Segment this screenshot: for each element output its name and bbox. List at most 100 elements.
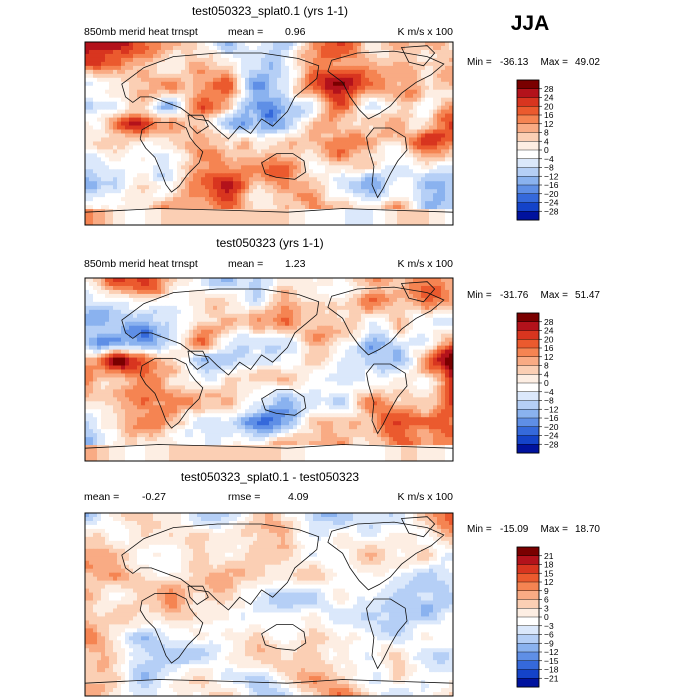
field-cell [341, 173, 346, 178]
field-cell [433, 201, 438, 206]
field-cell [337, 157, 342, 162]
coastline [139, 122, 204, 193]
field-cell [185, 289, 190, 295]
field-cell [185, 209, 190, 214]
field-cell [345, 145, 350, 150]
field-cell [157, 129, 162, 134]
field-cell [309, 49, 314, 55]
field-cell [385, 109, 390, 115]
field-cell [253, 301, 258, 307]
field-cell [117, 133, 122, 138]
field-cell [317, 153, 322, 158]
field-cell [177, 209, 182, 214]
field-cell [333, 101, 338, 107]
field-cell [161, 105, 166, 111]
field-cell [333, 201, 338, 206]
field-cell [85, 305, 90, 311]
field-cell [293, 145, 298, 150]
field-cell [325, 205, 330, 210]
colorbar-tick-label: 4 [544, 136, 549, 146]
field-cell [321, 285, 326, 291]
field-cell [105, 165, 110, 170]
field-cell [405, 49, 410, 55]
field-cell [149, 81, 154, 87]
field-cell [405, 77, 410, 83]
field-cell [197, 61, 202, 67]
field-cell [141, 121, 146, 126]
field-cell [377, 69, 382, 75]
field-cell [353, 53, 358, 59]
field-cell [133, 69, 138, 75]
field-cell [289, 173, 294, 178]
field-cell [413, 293, 418, 299]
field-cell [173, 149, 178, 154]
field-cell [265, 105, 270, 111]
field-cell [309, 281, 314, 287]
field-cell [425, 97, 430, 103]
field-cell [401, 213, 406, 218]
field-cell [309, 42, 314, 47]
field-cell [349, 42, 354, 47]
field-cell [313, 297, 318, 303]
field-cell [449, 125, 453, 130]
field-cell [145, 53, 150, 59]
field-cell [113, 109, 118, 115]
field-cell [409, 73, 414, 79]
field-cell [237, 81, 242, 87]
field-cell [237, 209, 242, 214]
field-cell [145, 177, 150, 182]
field-cell [377, 141, 382, 146]
field-cell [161, 193, 166, 198]
field-cell [205, 129, 210, 134]
field-cell [353, 49, 358, 55]
field-cell [189, 189, 194, 194]
field-cell [121, 53, 126, 59]
field-cell [121, 121, 126, 126]
field-cell [229, 129, 234, 134]
field-cell [389, 165, 394, 170]
field-cell [125, 289, 130, 295]
field-cell [237, 161, 242, 166]
field-cell [177, 97, 182, 103]
field-cell [249, 121, 254, 126]
field-cell [341, 133, 346, 138]
field-cell [373, 145, 378, 150]
field-cell [145, 105, 150, 111]
field-cell [97, 153, 102, 158]
field-cell [361, 217, 366, 222]
field-cell [333, 301, 338, 307]
field-cell [185, 301, 190, 307]
field-cell [93, 61, 98, 67]
field-cell [217, 125, 222, 130]
field-cell [265, 113, 270, 118]
field-cell [353, 193, 358, 198]
field-cell [109, 193, 114, 198]
field-cell [97, 221, 102, 225]
field-cell [297, 73, 302, 79]
field-cell [357, 49, 362, 55]
field-cell [345, 173, 350, 178]
field-cell [437, 221, 442, 225]
field-cell [165, 278, 170, 283]
field-cell [325, 201, 330, 206]
field-cell [313, 133, 318, 138]
field-cell [153, 53, 158, 59]
field-cell [233, 145, 238, 150]
field-cell [313, 105, 318, 111]
field-cell [373, 42, 378, 47]
field-cell [237, 185, 242, 190]
field-cell [445, 297, 450, 303]
field-cell [197, 105, 202, 111]
field-cell [137, 165, 142, 170]
field-cell [205, 109, 210, 115]
field-cell [337, 145, 342, 150]
field-cell [365, 65, 370, 71]
field-cell [373, 161, 378, 166]
field-cell [97, 141, 102, 146]
field-cell [349, 105, 354, 111]
field-cell [417, 57, 422, 63]
field-cell [381, 221, 386, 225]
field-cell [265, 177, 270, 182]
field-cell [257, 157, 262, 162]
field-cell [381, 53, 386, 59]
